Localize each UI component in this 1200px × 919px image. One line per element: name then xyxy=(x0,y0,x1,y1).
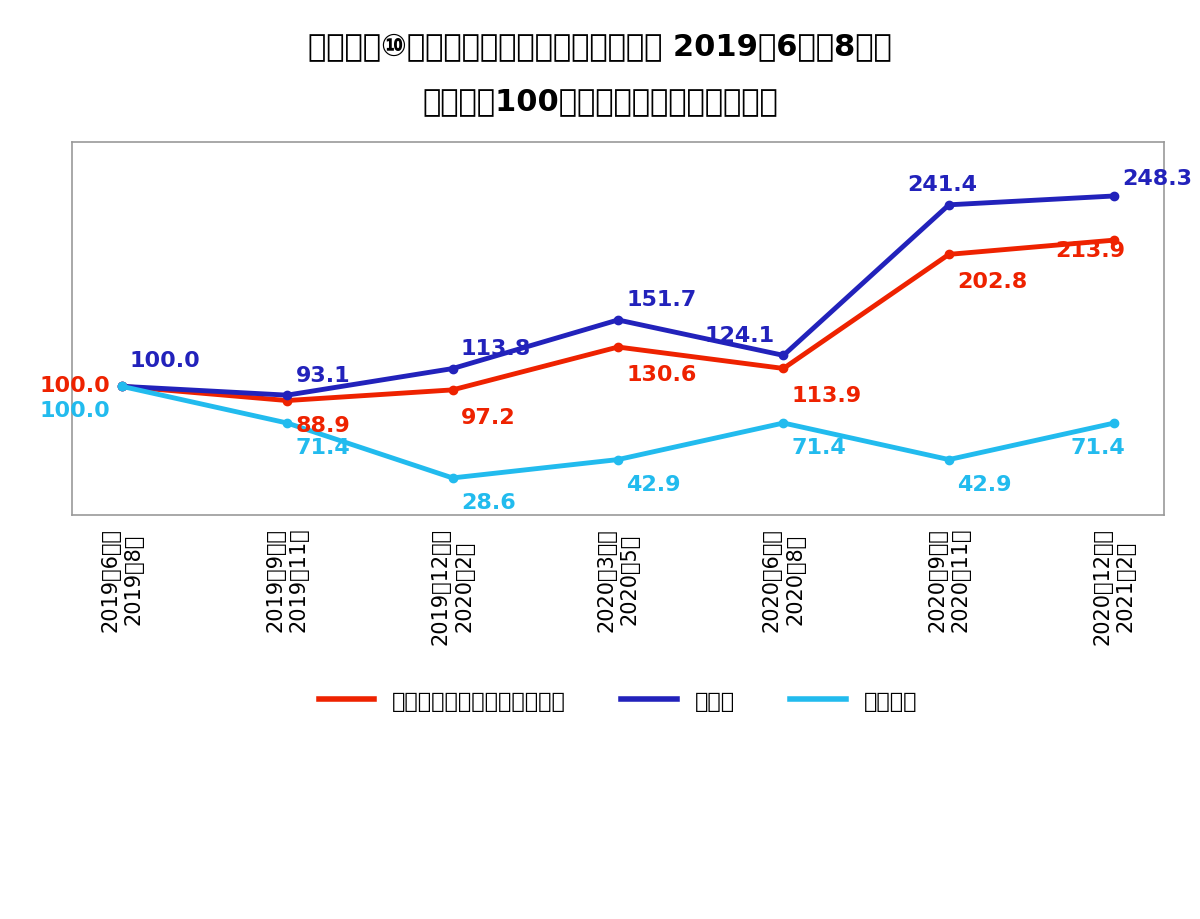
Text: 113.8: 113.8 xyxy=(461,339,532,359)
Text: 100.0: 100.0 xyxy=(40,402,110,421)
人事・総務・経理・財務全体 xyxy=(280,395,294,406)
Text: 213.9: 213.9 xyxy=(1056,241,1126,261)
契約社員 xyxy=(776,417,791,428)
Text: 42.9: 42.9 xyxy=(958,474,1012,494)
Text: 100.0: 100.0 xyxy=(130,351,200,371)
Text: 93.1: 93.1 xyxy=(295,366,350,386)
契約社員 xyxy=(445,472,460,483)
人事・総務・経理・財務全体 xyxy=(114,380,128,391)
Text: 248.3: 248.3 xyxy=(1123,169,1193,189)
正社員 xyxy=(445,363,460,374)
Text: 88.9: 88.9 xyxy=(295,415,350,436)
Text: 113.9: 113.9 xyxy=(792,386,862,406)
人事・総務・経理・財務全体 xyxy=(1108,234,1122,245)
人事・総務・経理・財務全体 xyxy=(776,363,791,374)
Text: 【グラフ⑩】＜人事・総務・経理・財務＞ 2019年6月～8月の: 【グラフ⑩】＜人事・総務・経理・財務＞ 2019年6月～8月の xyxy=(308,32,892,62)
Text: 97.2: 97.2 xyxy=(461,408,516,427)
Text: 202.8: 202.8 xyxy=(958,272,1027,292)
Line: 正社員: 正社員 xyxy=(118,192,1118,400)
契約社員 xyxy=(611,454,625,465)
Text: 124.1: 124.1 xyxy=(704,326,775,346)
Text: 求人数を100とした場合の求人数の推移: 求人数を100とした場合の求人数の推移 xyxy=(422,87,778,117)
人事・総務・経理・財務全体 xyxy=(611,342,625,353)
Text: 241.4: 241.4 xyxy=(907,176,977,196)
契約社員 xyxy=(114,380,128,391)
Text: 100.0: 100.0 xyxy=(40,376,110,396)
Legend: 人事・総務・経理・財務全体, 正社員, 契約社員: 人事・総務・経理・財務全体, 正社員, 契約社員 xyxy=(319,689,917,712)
Text: 28.6: 28.6 xyxy=(461,493,516,513)
Text: 71.4: 71.4 xyxy=(1070,438,1126,458)
契約社員 xyxy=(942,454,956,465)
Text: 71.4: 71.4 xyxy=(792,438,846,458)
契約社員 xyxy=(1108,417,1122,428)
正社員 xyxy=(611,314,625,325)
人事・総務・経理・財務全体 xyxy=(445,384,460,395)
正社員 xyxy=(280,390,294,401)
Text: 42.9: 42.9 xyxy=(626,474,680,494)
正社員 xyxy=(114,380,128,391)
正社員 xyxy=(942,199,956,210)
Text: 130.6: 130.6 xyxy=(626,365,697,385)
契約社員 xyxy=(280,417,294,428)
Text: 151.7: 151.7 xyxy=(626,290,696,311)
人事・総務・経理・財務全体 xyxy=(942,249,956,260)
Line: 契約社員: 契約社員 xyxy=(118,382,1118,482)
正社員 xyxy=(1108,190,1122,201)
Text: 71.4: 71.4 xyxy=(295,438,350,458)
正社員 xyxy=(776,350,791,361)
Line: 人事・総務・経理・財務全体: 人事・総務・経理・財務全体 xyxy=(118,236,1118,404)
